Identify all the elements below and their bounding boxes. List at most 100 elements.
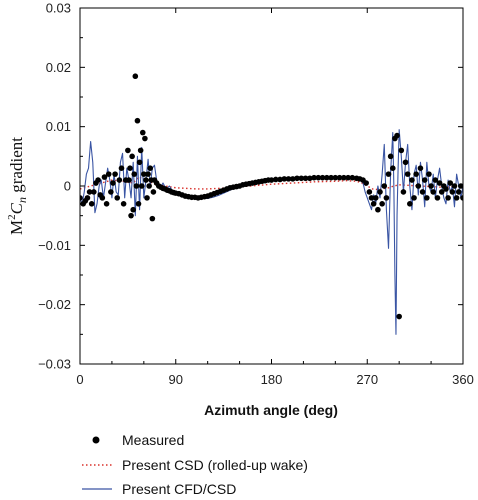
measured-point — [434, 195, 441, 201]
measured-point — [91, 189, 97, 195]
measured-point — [133, 183, 140, 189]
measured-point — [285, 176, 292, 182]
measured-point — [99, 195, 106, 201]
measured-point — [387, 153, 394, 160]
measured-point — [411, 195, 417, 201]
measured-point — [409, 177, 415, 183]
legend-label-measured: Measured — [122, 432, 184, 448]
measured-point — [315, 174, 322, 181]
measured-point — [366, 189, 373, 195]
measured-point — [298, 175, 305, 182]
measured-point — [80, 195, 83, 201]
measured-point — [375, 206, 381, 213]
measured-point — [277, 176, 283, 183]
measured-point — [379, 201, 385, 207]
measured-point — [141, 171, 147, 177]
measured-point — [137, 147, 144, 154]
measured-point — [134, 117, 141, 124]
measured-point — [432, 177, 439, 183]
measured-point — [268, 177, 275, 183]
measured-point — [426, 171, 432, 177]
measured-point — [415, 183, 422, 189]
legend: Measured Present CSD (rolled-up wake) Pr… — [82, 432, 308, 497]
measured-point — [126, 177, 132, 183]
measured-point — [336, 174, 343, 181]
measured-point — [103, 201, 110, 207]
measured-point — [129, 153, 135, 160]
measured-point — [105, 171, 112, 177]
x-tick-label: 360 — [452, 372, 474, 387]
measured-point — [101, 174, 108, 180]
measured-point — [424, 195, 430, 201]
measured-point — [363, 180, 369, 186]
measured-point — [381, 183, 388, 189]
measured-point — [120, 201, 127, 207]
y-tick-label: 0.01 — [46, 119, 71, 134]
measured-point — [138, 183, 145, 189]
measured-point — [349, 174, 356, 181]
measured-point — [345, 174, 351, 181]
measured-point — [128, 212, 134, 219]
y-tick-label: 0.03 — [46, 1, 71, 16]
measured-point — [131, 171, 138, 177]
legend-marker-measured — [92, 436, 100, 444]
measured-point — [149, 215, 156, 222]
y-tick-label: −0.01 — [38, 238, 71, 253]
measured-point — [95, 177, 101, 183]
measured-point — [127, 165, 133, 171]
measured-point — [142, 135, 148, 142]
measured-point — [147, 165, 154, 171]
measured-point — [143, 177, 149, 183]
measured-point — [421, 177, 428, 183]
y-tick-label: −0.02 — [38, 297, 71, 312]
measured-point — [125, 147, 131, 154]
series-line-csd — [80, 176, 463, 191]
measured-point — [307, 175, 313, 182]
measured-point — [130, 206, 136, 213]
measured-point — [84, 195, 91, 201]
measured-point — [451, 183, 458, 189]
axes-layer: 0 90 180 270 360 0.03 0.02 0.01 0 −0.01 −0.02 −0.03 — [38, 1, 474, 388]
measured-point — [400, 189, 407, 195]
measured-point — [449, 189, 456, 195]
measured-point — [289, 176, 296, 182]
measured-point — [453, 195, 460, 201]
measured-point — [370, 201, 377, 207]
measured-point — [417, 165, 424, 171]
measured-point — [114, 195, 121, 201]
measured-point — [394, 132, 400, 139]
measured-point — [419, 189, 426, 195]
measured-point — [402, 159, 409, 166]
measured-point — [377, 189, 383, 195]
legend-label-csd: Present CSD (rolled-up wake) — [122, 457, 308, 473]
x-tick-label: 180 — [261, 372, 283, 387]
measured-point — [332, 174, 339, 181]
measured-point — [430, 189, 437, 195]
measured-point — [385, 171, 392, 177]
x-tick-label: 0 — [76, 372, 83, 387]
measured-point — [139, 129, 146, 136]
measured-point — [146, 183, 152, 189]
measured-point — [135, 201, 142, 207]
measured-point — [112, 171, 118, 177]
y-tick-label: 0.02 — [46, 60, 71, 75]
series-layer — [80, 73, 463, 335]
x-tick-label: 90 — [169, 372, 183, 387]
measured-point — [443, 186, 449, 192]
measured-point — [447, 180, 454, 186]
measured-point — [281, 176, 288, 182]
y-tick-label: 0 — [64, 179, 71, 194]
measured-point — [116, 177, 123, 183]
measured-point — [404, 171, 411, 177]
measured-point — [341, 174, 347, 181]
measured-point — [372, 195, 379, 201]
measured-point — [324, 174, 330, 181]
measured-point — [460, 195, 463, 201]
legend-label-cfd-csd: Present CFD/CSD — [122, 481, 236, 497]
measured-point — [328, 174, 334, 181]
measured-point — [110, 180, 116, 186]
measured-point — [396, 313, 402, 320]
measured-point — [455, 189, 462, 195]
measured-point — [413, 171, 419, 177]
